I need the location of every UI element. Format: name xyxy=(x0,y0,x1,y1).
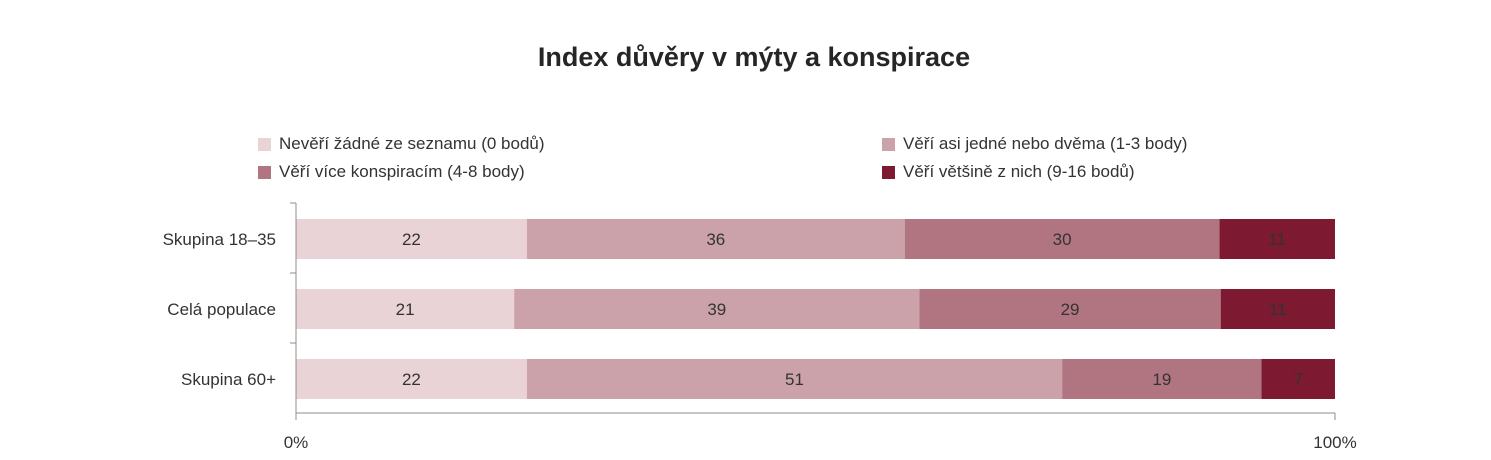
data-label-2-2: 19 xyxy=(1152,370,1171,389)
data-label-1-3: 11 xyxy=(1269,300,1287,319)
legend-item-2: Věří více konspiracím (4-8 body) xyxy=(258,160,525,184)
bar-segment-1-3 xyxy=(1220,289,1335,329)
legend-swatch-3 xyxy=(882,165,895,179)
legend-label-0: Nevěří žádné ze seznamu (0 bodů) xyxy=(279,134,545,153)
legend-label-3: Věří většině z nich (9-16 bodů) xyxy=(903,162,1135,181)
category-label-1: Celá populace xyxy=(167,300,276,319)
bar-segment-2-1 xyxy=(526,359,1063,399)
bar-segment-2-3 xyxy=(1261,359,1335,399)
legend-swatch-1 xyxy=(882,137,895,151)
x-tick-label-0: 0% xyxy=(284,433,309,452)
bar-segment-2-0 xyxy=(296,359,527,399)
bar-segment-1-2 xyxy=(919,289,1221,329)
data-label-0-0: 22 xyxy=(402,230,421,249)
data-label-0-3: 11 xyxy=(1268,230,1286,249)
data-label-2-1: 51 xyxy=(785,370,804,389)
category-label-0: Skupina 18–35 xyxy=(163,230,276,249)
axes-group xyxy=(295,203,1335,414)
bar-segment-0-1 xyxy=(526,219,905,259)
data-label-1-0: 21 xyxy=(396,300,415,319)
legend-item-3: Věří většině z nich (9-16 bodů) xyxy=(882,160,1135,184)
data-label-2-3: 7 xyxy=(1294,370,1303,389)
data-label-1-2: 29 xyxy=(1061,300,1080,319)
ticks-group: Skupina 18–35 Celá populace Skupina 60+ 0% 1… xyxy=(163,202,1357,452)
bar-segment-0-0 xyxy=(296,219,527,259)
chart-title: Index důvěry v mýty a konspirace xyxy=(537,42,971,72)
legend-item-1: Věří asi jedné nebo dvěma (1-3 body) xyxy=(882,132,1187,156)
data-label-1-1: 39 xyxy=(707,300,726,319)
legend-label-2: Věří více konspiracím (4-8 body) xyxy=(279,162,525,181)
bar-segment-0-3 xyxy=(1219,219,1335,259)
x-tick-label-1: 100% xyxy=(1313,433,1356,452)
bars-group: 22 36 30 11 21 39 29 11 22 51 19 7 xyxy=(296,219,1335,399)
bar-segment-2-2 xyxy=(1062,359,1262,399)
data-label-0-2: 30 xyxy=(1053,230,1072,249)
legend-swatch-0 xyxy=(258,137,271,151)
category-label-2: Skupina 60+ xyxy=(181,370,276,389)
legend-item-0: Nevěří žádné ze seznamu (0 bodů) xyxy=(258,132,545,156)
bar-segment-1-0 xyxy=(296,289,515,329)
legend-swatch-2 xyxy=(258,165,271,179)
data-label-0-1: 36 xyxy=(706,230,725,249)
data-label-2-0: 22 xyxy=(402,370,421,389)
bar-segment-0-2 xyxy=(904,219,1220,259)
bar-segment-1-1 xyxy=(514,289,920,329)
legend-label-1: Věří asi jedné nebo dvěma (1-3 body) xyxy=(903,134,1188,153)
